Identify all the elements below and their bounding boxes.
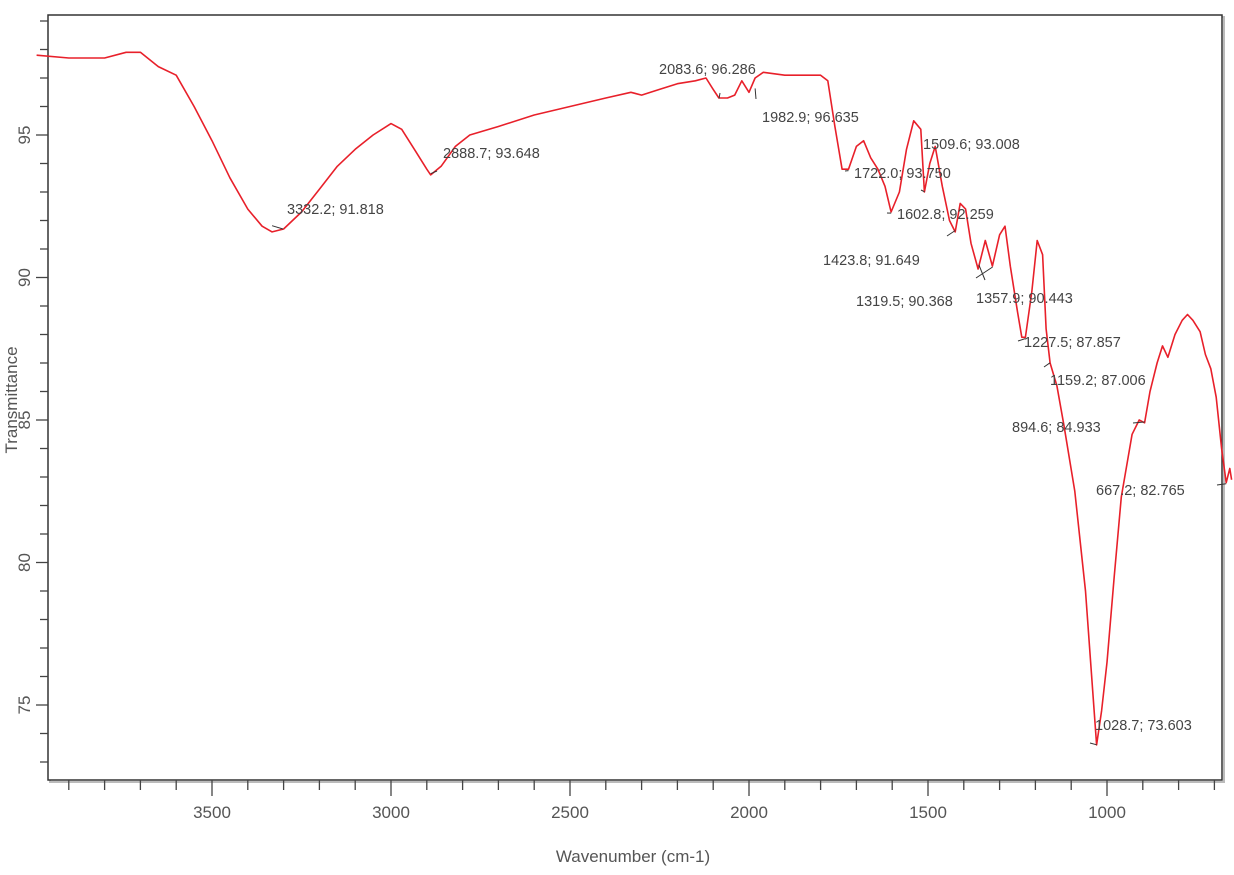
y-tick-label: 75 — [15, 696, 34, 715]
annotation-leader — [978, 264, 986, 281]
plot-frame — [47, 14, 1225, 783]
peak-label: 1028.7; 73.603 — [1095, 718, 1192, 734]
annotation-leader — [1216, 483, 1227, 486]
peak-label: 667.2; 82.765 — [1096, 483, 1185, 499]
annotation-leader — [1089, 742, 1097, 746]
annotation-leader — [754, 88, 757, 100]
annotation-leader — [718, 92, 721, 99]
x-tick-label: 3000 — [372, 803, 410, 822]
peak-label: 1319.5; 90.368 — [856, 294, 953, 310]
x-tick-label: 3500 — [193, 803, 231, 822]
y-tick-label: 80 — [15, 553, 34, 572]
peak-label: 1357.9; 90.443 — [976, 291, 1073, 307]
spectrum-line — [36, 51, 1233, 746]
x-tick-label: 2000 — [730, 803, 768, 822]
peak-label: 1722.0; 93.750 — [854, 166, 951, 182]
x-tick-label: 1500 — [909, 803, 947, 822]
x-tick-label: 1000 — [1088, 803, 1126, 822]
y-tick-label: 95 — [15, 126, 34, 145]
peak-label: 2888.7; 93.648 — [443, 146, 540, 162]
y-axis-title: Transmittance — [2, 346, 21, 453]
peak-annotations: 3332.2; 91.818 2888.7; 93.648 2083.6; 96.2… — [271, 62, 1227, 746]
annotation-leader — [946, 230, 956, 237]
x-axis-title: Wavenumber (cm-1) — [556, 847, 710, 866]
annotation-leader — [975, 266, 993, 279]
annotation-leader — [1043, 362, 1051, 368]
peak-label: 2083.6; 96.286 — [659, 62, 756, 78]
y-tick-label: 85 — [15, 411, 34, 430]
peak-label: 1423.8; 91.649 — [823, 253, 920, 269]
y-axis: 75 80 85 90 95 — [15, 20, 48, 763]
peak-label: 894.6; 84.933 — [1012, 420, 1101, 436]
annotation-leader — [430, 170, 438, 174]
annotation-leader — [271, 225, 284, 230]
x-axis: 3500 3000 2500 2000 1500 1000 — [68, 780, 1216, 822]
peak-label: 1159.2; 87.006 — [1050, 373, 1146, 389]
annotation-leader — [1017, 338, 1026, 342]
annotation-leader — [1132, 421, 1145, 424]
peak-label: 1227.5; 87.857 — [1024, 335, 1121, 351]
peak-label: 1602.8; 92.259 — [897, 207, 994, 223]
x-tick-label: 2500 — [551, 803, 589, 822]
y-tick-label: 90 — [15, 268, 34, 287]
peak-label: 1509.6; 93.008 — [923, 137, 1020, 153]
peak-label: 3332.2; 91.818 — [287, 202, 384, 218]
peak-label: 1982.9; 96.635 — [762, 110, 859, 126]
spectrum-series — [36, 51, 1233, 746]
annotation-leader — [920, 189, 925, 193]
frame-border — [47, 14, 1223, 781]
